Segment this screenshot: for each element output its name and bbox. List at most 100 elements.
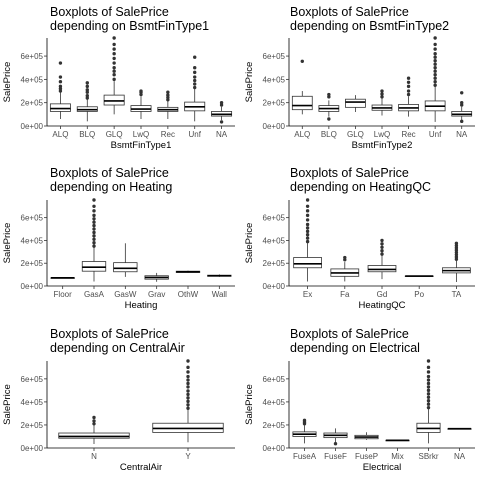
panel-title-line2: depending on BsmtFinType2 xyxy=(290,19,449,33)
x-tick-label: Y xyxy=(185,452,191,461)
outlier-point xyxy=(58,84,63,89)
box-blq xyxy=(76,81,98,122)
x-tick-label: GasA xyxy=(84,290,105,299)
box-unf xyxy=(184,55,206,122)
outlier-point xyxy=(193,82,197,86)
box-unf xyxy=(424,36,446,122)
outlier-point xyxy=(112,36,116,40)
x-tick-label: NA xyxy=(216,130,228,139)
x-tick-label: FuseA xyxy=(293,452,317,461)
panel-title-line2: depending on Electrical xyxy=(290,341,420,355)
box-na xyxy=(211,100,233,124)
panel-title-line1: Boxplots of SalePrice xyxy=(290,5,409,19)
x-tick-label: OthW xyxy=(178,290,199,299)
panel-title-line2: depending on Heating xyxy=(50,180,172,194)
outlier-point xyxy=(426,388,431,393)
y-tick-label: 0e+00 xyxy=(263,122,286,131)
outlier-point xyxy=(460,91,464,95)
outlier-point xyxy=(139,89,143,93)
panel-bsmtfintype2: Boxplots of SalePrice depending on BsmtF… xyxy=(244,5,475,151)
outlier-point xyxy=(406,76,411,80)
outlier-point xyxy=(186,385,190,389)
outlier-point xyxy=(85,90,89,94)
box-alq xyxy=(49,61,71,120)
panel-title-line1: Boxplots of SalePrice xyxy=(290,166,409,180)
panel-heatingqc: Boxplots of SalePrice depending on Heati… xyxy=(244,166,475,311)
x-axis-label: BsmtFinType2 xyxy=(352,140,413,151)
outlier-point xyxy=(426,385,431,389)
y-tick-label: 2e+05 xyxy=(263,259,286,268)
outlier-point xyxy=(92,244,96,248)
y-tick-label: 0e+00 xyxy=(21,444,44,453)
box-na xyxy=(447,427,472,430)
outlier-point xyxy=(92,241,96,245)
box-ta xyxy=(442,241,471,283)
outlier-point xyxy=(426,381,431,386)
outlier-point xyxy=(433,66,437,70)
outlier-point xyxy=(219,103,224,107)
outlier-point xyxy=(219,120,224,124)
outlier-point xyxy=(85,88,89,92)
x-axis-label: Heating xyxy=(125,300,158,311)
box-alq xyxy=(291,59,313,115)
outlier-point xyxy=(166,98,170,102)
y-tick-label: 2e+05 xyxy=(21,421,44,430)
outlier-point xyxy=(380,238,384,243)
outlier-point xyxy=(92,227,96,231)
outlier-point xyxy=(426,374,431,379)
y-tick-label: 6e+05 xyxy=(263,375,286,384)
y-tick-label: 4e+05 xyxy=(21,236,44,245)
box-gasw xyxy=(113,243,138,277)
y-tick-label: 0e+00 xyxy=(21,122,44,131)
outlier-point xyxy=(92,419,96,423)
x-axis-label: HeatingQC xyxy=(359,300,406,311)
box-iqr xyxy=(49,103,71,112)
box-iqr xyxy=(103,94,125,106)
outlier-point xyxy=(433,62,437,66)
box-iqr xyxy=(291,95,313,111)
box-sbrkr xyxy=(416,359,441,444)
outlier-point xyxy=(139,92,143,97)
outlier-point xyxy=(92,415,96,420)
outlier-point xyxy=(426,365,431,370)
outlier-point xyxy=(433,80,437,84)
outlier-point xyxy=(92,204,96,208)
outlier-point xyxy=(380,95,384,99)
x-axis-label: BsmtFinType1 xyxy=(111,140,172,151)
outlier-point xyxy=(193,85,197,90)
outlier-point xyxy=(58,61,63,65)
panel-centralair: Boxplots of SalePrice depending on Centr… xyxy=(2,327,235,473)
outlier-point xyxy=(433,55,437,59)
outlier-point xyxy=(305,213,310,218)
y-axis-label: SalePrice xyxy=(244,62,255,103)
outlier-point xyxy=(92,198,96,202)
box-grav xyxy=(144,272,169,282)
box-iqr xyxy=(58,432,130,439)
x-tick-label: Grav xyxy=(148,290,165,299)
y-tick-label: 2e+05 xyxy=(263,99,286,108)
box-iqr xyxy=(81,261,107,272)
panel-title-line1: Boxplots of SalePrice xyxy=(50,5,169,19)
outlier-point xyxy=(433,59,437,63)
outlier-point xyxy=(333,442,338,446)
outlier-point xyxy=(112,56,116,61)
outlier-point xyxy=(193,70,197,75)
outlier-point xyxy=(460,119,464,124)
outlier-point xyxy=(186,406,190,410)
box-floor xyxy=(50,276,75,279)
x-axis-label: CentralAir xyxy=(120,462,162,473)
outlier-point xyxy=(454,241,459,245)
box-iqr xyxy=(113,262,138,273)
y-tick-label: 4e+05 xyxy=(21,398,44,407)
y-tick-label: 0e+00 xyxy=(21,282,44,291)
outlier-point xyxy=(219,100,224,105)
box-rec xyxy=(398,76,419,117)
outlier-point xyxy=(92,230,96,235)
box-na xyxy=(451,91,473,124)
outlier-point xyxy=(406,89,411,93)
outlier-point xyxy=(58,89,63,93)
outlier-point xyxy=(426,402,431,406)
outlier-point xyxy=(327,95,331,99)
